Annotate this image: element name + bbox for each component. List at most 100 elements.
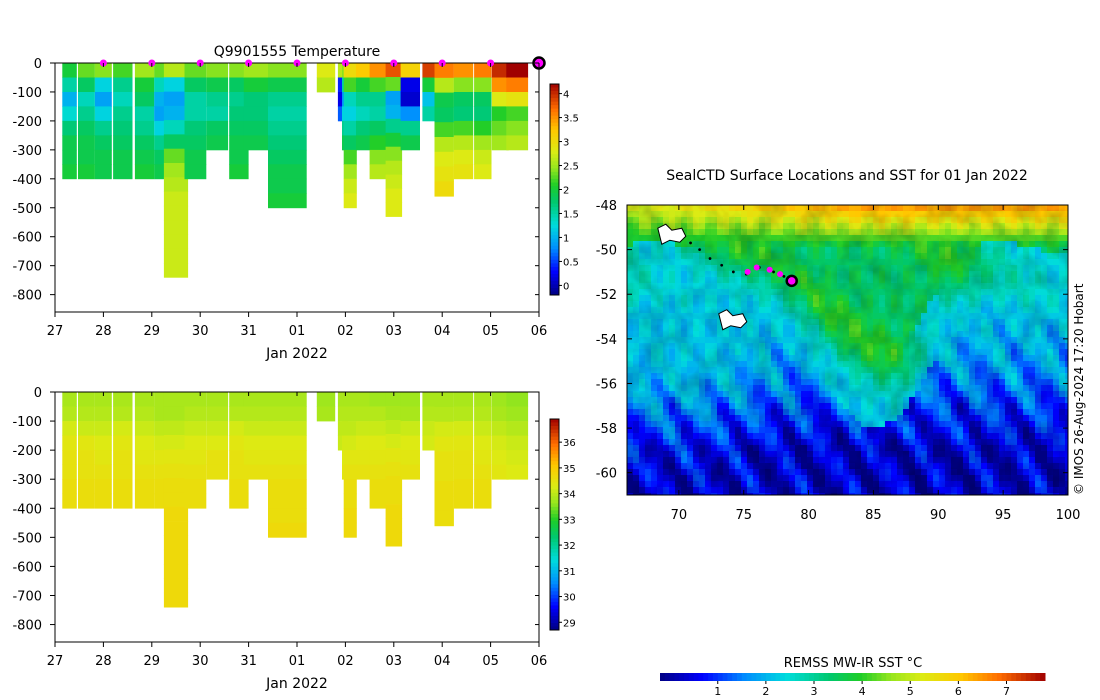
profile-cell — [113, 450, 133, 465]
profile-cell — [356, 77, 371, 93]
map-frame — [626, 204, 1069, 496]
y-tick-label: -400 — [12, 173, 42, 188]
colorbar-tick-label: 30 — [563, 593, 576, 604]
profile-cell — [113, 77, 133, 93]
profile-cell — [356, 435, 371, 451]
profile-cell — [343, 435, 357, 451]
profile-cell — [474, 464, 492, 480]
x-tick-label: 05 — [482, 324, 499, 339]
colorbar-step — [972, 673, 979, 681]
colorbar-step — [862, 673, 868, 681]
colorbar-step — [789, 673, 796, 681]
profile-cell — [453, 77, 474, 93]
profile-cell — [400, 92, 420, 107]
profile-cell — [453, 479, 474, 495]
map-title: SealCTD Surface Locations and SST for 01… — [666, 168, 1027, 184]
colorbar-step — [550, 545, 559, 550]
colorbar-step — [746, 673, 752, 681]
profile-cell — [206, 135, 229, 151]
profile-cell — [78, 464, 95, 480]
profile-cell — [385, 188, 403, 203]
x-tick-label: 31 — [240, 324, 257, 339]
colorbar-step — [550, 496, 559, 501]
profile-cell — [163, 263, 189, 278]
temperature-cells — [62, 63, 529, 278]
colorbar-step — [1030, 673, 1036, 681]
colorbar-step — [550, 485, 559, 490]
profile-cell — [369, 149, 387, 165]
profile-cell — [316, 392, 336, 407]
island — [718, 309, 748, 331]
profile-cell — [134, 120, 155, 136]
profile-cell — [434, 510, 454, 527]
profile-cell — [434, 496, 454, 512]
profile-cell — [369, 120, 387, 136]
profile-cell — [206, 106, 229, 122]
colorbar-step — [703, 673, 709, 681]
profile-cell — [316, 63, 336, 78]
y-tick-label: -500 — [12, 202, 42, 217]
profile-cell — [184, 106, 207, 122]
profile-cell — [385, 532, 403, 547]
profile-cell — [94, 392, 112, 407]
colorbar-step — [550, 217, 559, 222]
profile-cell — [62, 135, 77, 151]
profile-cell — [369, 77, 387, 93]
colorbar-step — [1011, 673, 1017, 681]
colorbar-step — [775, 673, 781, 681]
profile-cell — [268, 92, 307, 107]
profile-cell — [229, 106, 249, 122]
profile-cell — [229, 63, 249, 78]
colorbar-step — [550, 288, 559, 292]
profile-cell — [385, 202, 403, 217]
colorbar-step — [550, 563, 559, 568]
colorbar-step — [550, 584, 559, 589]
profile-cell — [113, 92, 133, 107]
colorbar-step — [550, 168, 559, 173]
colorbar-tick-label: 6 — [955, 685, 962, 698]
copyright-credit: © IMOS 26-Aug-2024 17:20 Hobart — [1072, 283, 1086, 495]
colorbar-step — [871, 673, 878, 681]
profile-cell — [94, 92, 112, 107]
colorbar-step — [550, 521, 559, 525]
colorbar-step — [550, 87, 559, 92]
profile-cell — [422, 77, 437, 93]
profile-cell — [134, 77, 155, 93]
profile-cell — [163, 248, 189, 264]
colorbar-step — [780, 673, 786, 681]
profile-cell — [506, 120, 529, 136]
colorbar-step — [900, 673, 906, 681]
colorbar-step — [550, 535, 559, 539]
profile-cell — [356, 450, 371, 465]
profile-cell — [62, 164, 77, 180]
profile-cell — [268, 164, 307, 180]
colorbar-step — [550, 419, 559, 423]
profile-cell — [113, 435, 133, 451]
profile-cell — [134, 135, 155, 151]
colorbar-step — [958, 673, 964, 681]
profile-cell — [134, 435, 155, 451]
colorbar-tick-label: 7 — [1003, 685, 1010, 698]
profile-cell — [400, 77, 420, 93]
profile-cell — [94, 406, 112, 422]
colorbar-tick-label: 3 — [563, 138, 569, 149]
colorbar-step — [550, 591, 559, 596]
colorbar-step — [550, 196, 559, 201]
profile-cell — [453, 493, 474, 509]
colorbar-tick-label: 33 — [563, 515, 576, 526]
colorbar-step — [770, 673, 776, 681]
profile-cell — [163, 578, 189, 594]
profile-cell — [453, 120, 474, 136]
profile-cell — [434, 406, 454, 423]
profile-cell — [134, 106, 155, 122]
profile-cell — [506, 392, 529, 407]
colorbar-step — [550, 478, 559, 483]
colorbar-tick-label: 3.5 — [563, 114, 579, 125]
lat-tick-label: -54 — [596, 333, 617, 348]
profile-cell — [385, 476, 403, 491]
colorbar-tick-label: 2.5 — [563, 162, 579, 173]
profile-cell — [94, 421, 112, 436]
profile-cell — [163, 463, 189, 479]
colorbar-step — [550, 503, 559, 508]
profile-cell — [434, 481, 454, 497]
